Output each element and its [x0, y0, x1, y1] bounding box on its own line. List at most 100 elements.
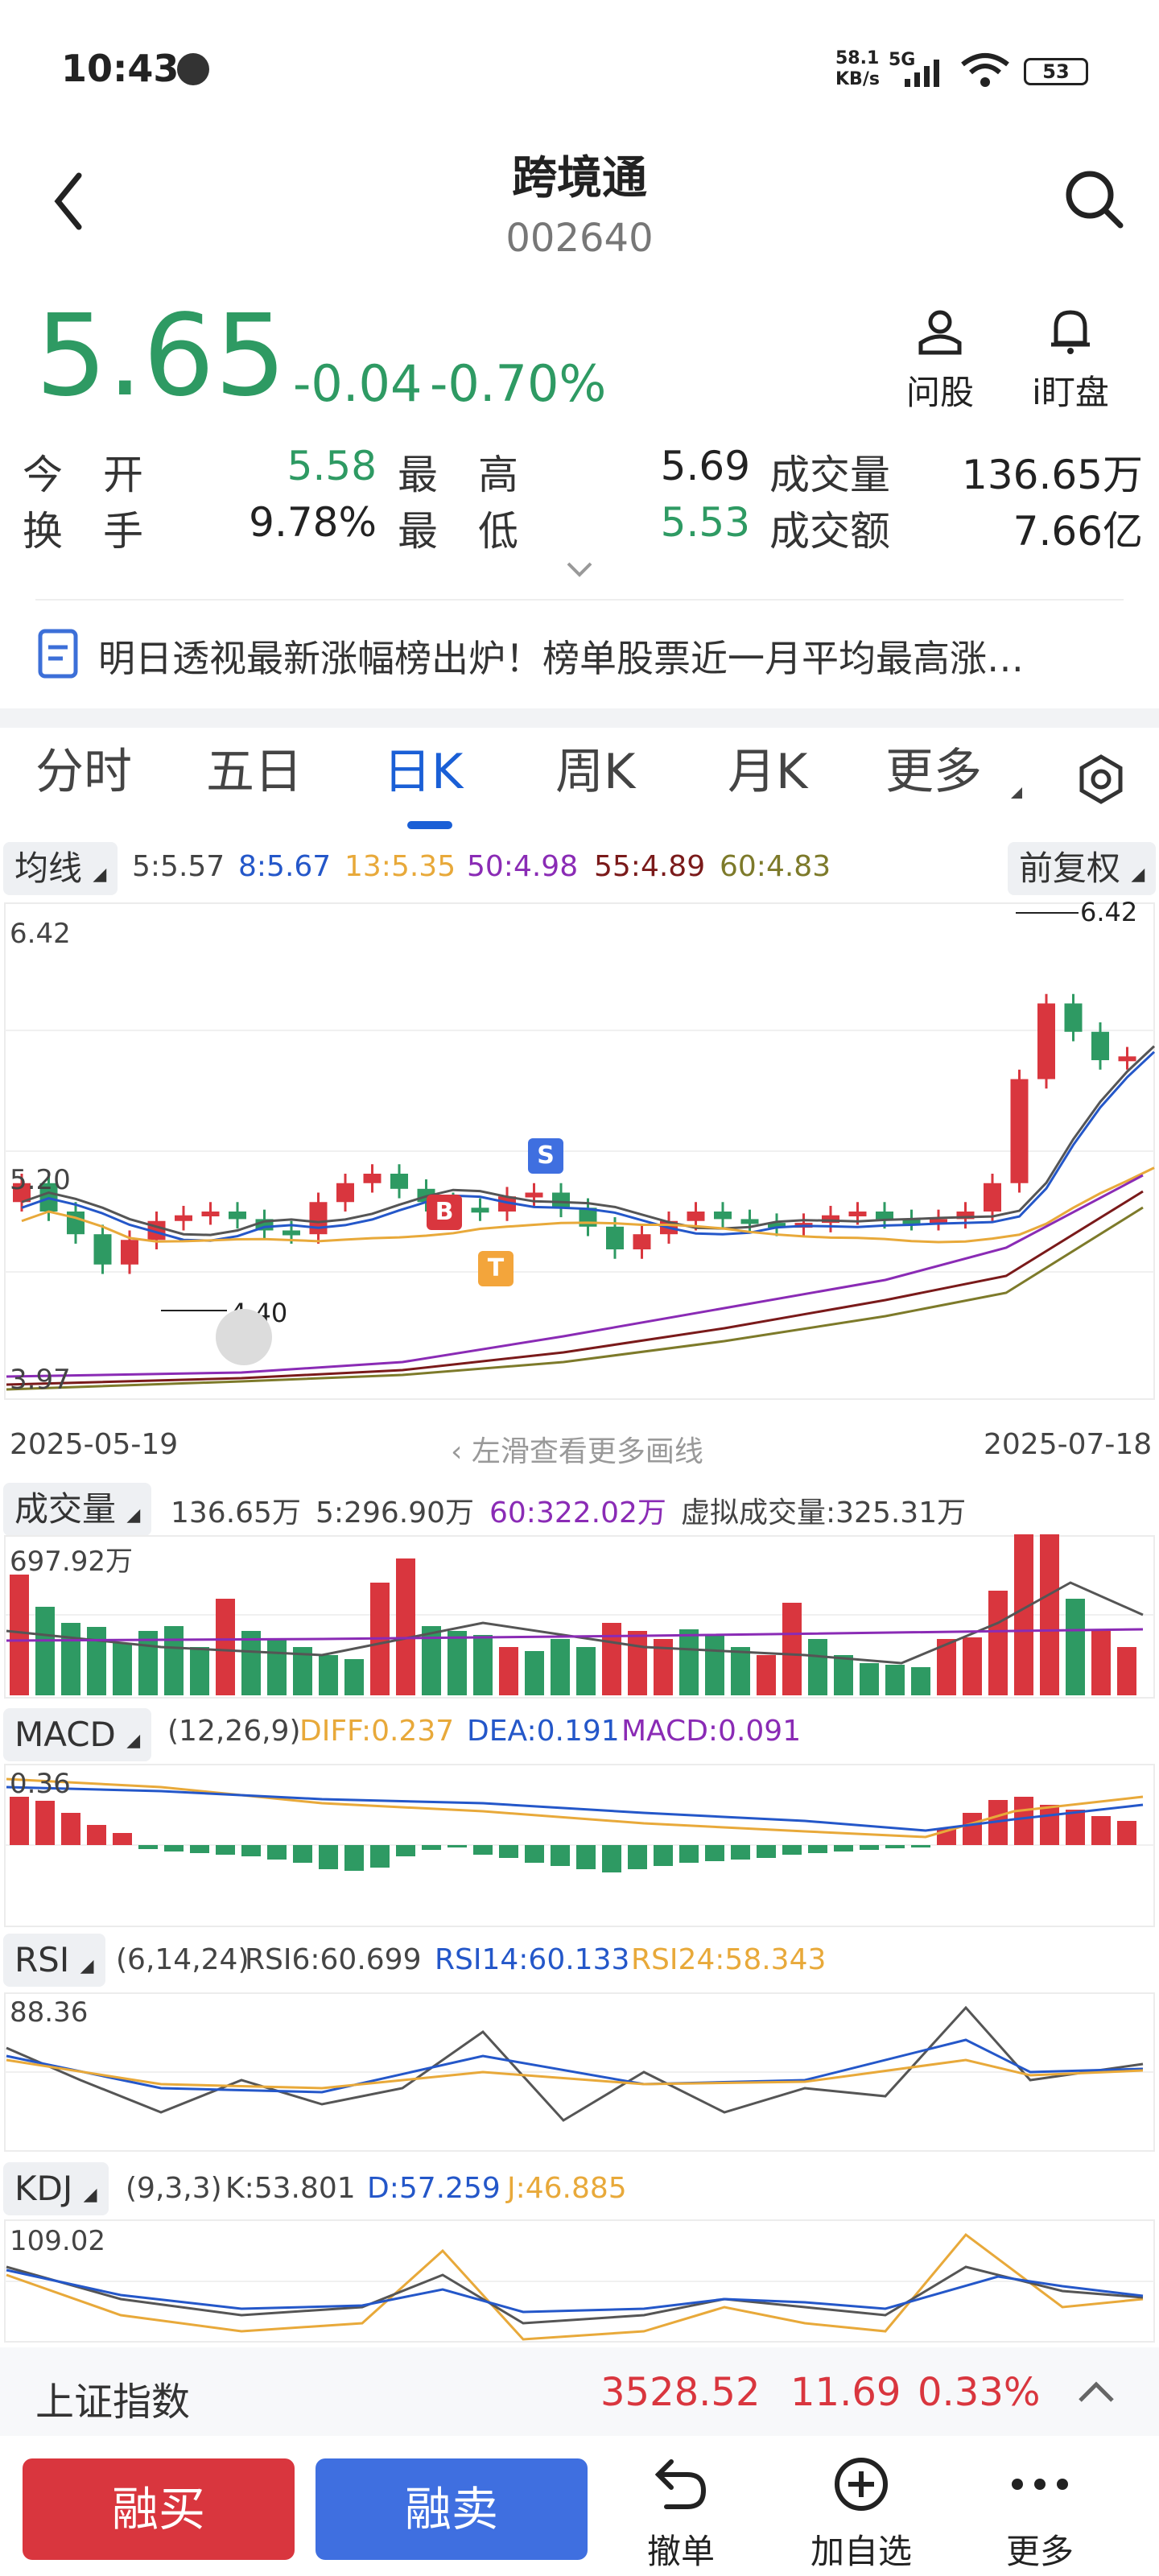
- tab-weekly-k[interactable]: 周K: [555, 744, 636, 800]
- macd-bar: [705, 1845, 724, 1861]
- macd-indicator-button[interactable]: MACD ◢: [3, 1708, 152, 1761]
- volume-bar: [679, 1629, 699, 1695]
- volume-bar: [808, 1639, 827, 1695]
- cancel-order-button[interactable]: 撤单: [625, 2452, 737, 2573]
- candlestick-chart[interactable]: [0, 902, 1159, 1417]
- status-bar: 10:43 58.1 KB/s 5G 53: [0, 0, 1159, 137]
- volume-bar: [885, 1665, 905, 1695]
- candle-body: [93, 1234, 112, 1265]
- rsi-indicator-label: RSI: [14, 1940, 70, 1979]
- candle-body: [848, 1212, 867, 1216]
- volume-bar: [911, 1667, 930, 1695]
- sell-marker-label: S: [537, 1141, 555, 1170]
- ma5-line: [21, 1045, 1156, 1236]
- watch-button[interactable]: i盯盘: [1022, 308, 1119, 412]
- rsi-indicator-button[interactable]: RSI ◢: [3, 1934, 105, 1987]
- macd-bar: [911, 1845, 930, 1847]
- volume-ma5: 5:296.90万: [316, 1496, 474, 1530]
- volume-bar: [860, 1663, 879, 1695]
- more-dots-icon: [1012, 2479, 1068, 2490]
- volume-chart[interactable]: [0, 1534, 1159, 1703]
- kdj-indicator-label: KDJ: [14, 2169, 73, 2208]
- expand-chevron-icon[interactable]: [565, 560, 594, 580]
- draw-tool-icon[interactable]: [216, 1309, 272, 1365]
- volume-bar: [267, 1639, 287, 1695]
- kdj-k: K:53.801: [225, 2172, 356, 2205]
- candle-body: [336, 1183, 354, 1203]
- add-watchlist-button[interactable]: 加自选: [797, 2452, 926, 2573]
- volume-bar: [1091, 1631, 1111, 1695]
- more-button[interactable]: 更多: [984, 2452, 1096, 2573]
- candle-body: [175, 1215, 192, 1221]
- watch-label: i盯盘: [1032, 373, 1109, 412]
- tab-five-day[interactable]: 五日: [206, 744, 303, 800]
- rsi-chart[interactable]: [0, 1992, 1159, 2157]
- volume-bar: [963, 1637, 982, 1695]
- volume-indicator-button[interactable]: 成交量 ◢: [3, 1483, 152, 1536]
- candle-body: [768, 1223, 786, 1228]
- candle-body: [687, 1212, 705, 1221]
- kdj-chart[interactable]: [0, 2219, 1159, 2346]
- cancel-order-label: 撤单: [646, 2532, 715, 2571]
- ma-indicator-button[interactable]: 均线 ◢: [3, 842, 118, 895]
- index-bar[interactable]: 上证指数 3528.52 11.69 0.33%: [0, 2347, 1159, 2436]
- price-change: -0.04: [293, 354, 423, 413]
- stock-code: 002640: [505, 216, 654, 261]
- adjust-button[interactable]: 前复权 ◢: [1008, 842, 1157, 895]
- volume-bar: [473, 1635, 493, 1695]
- macd-bar: [370, 1845, 390, 1868]
- macd-bar: [293, 1845, 312, 1863]
- volume-bar: [113, 1643, 132, 1695]
- candle-body: [229, 1212, 246, 1220]
- volume-bar: [10, 1575, 29, 1695]
- status-time: 10:43: [61, 47, 179, 90]
- signal-icon: [905, 60, 939, 87]
- macd-bar: [10, 1797, 29, 1845]
- macd-bar: [241, 1845, 261, 1856]
- tab-more[interactable]: 更多: [885, 744, 982, 800]
- high-label: 最 高: [398, 452, 518, 498]
- macd-bar: [1040, 1805, 1059, 1845]
- margin-buy-button[interactable]: 融买: [23, 2458, 295, 2560]
- news-headline[interactable]: 明日透视最新涨幅榜出炉！榜单股票近一月平均最高涨…: [98, 637, 1024, 680]
- tab-daily-k[interactable]: 日K: [383, 744, 464, 800]
- undo-icon: [654, 2459, 707, 2509]
- volume-bar: [138, 1631, 158, 1695]
- macd-bar: [1014, 1797, 1033, 1845]
- volume-bar: [731, 1647, 750, 1695]
- back-icon[interactable]: [48, 169, 89, 233]
- macd-bar: [138, 1845, 158, 1849]
- rsi24-line: [6, 2058, 1144, 2090]
- volume-bar: [602, 1623, 621, 1695]
- tab-intraday[interactable]: 分时: [35, 744, 132, 800]
- candle-body: [606, 1226, 624, 1249]
- macd-diff: DIFF:0.237: [299, 1715, 455, 1748]
- ask-label: 问股: [905, 373, 974, 412]
- volume-bar: [216, 1599, 235, 1695]
- ask-button[interactable]: 问股: [898, 308, 982, 412]
- macd-chart[interactable]: [0, 1763, 1159, 1932]
- settings-icon[interactable]: [1075, 753, 1127, 805]
- divider: [35, 599, 1124, 601]
- volume-frame: [4, 1535, 1155, 1699]
- macd-bar: [190, 1845, 209, 1853]
- rsi-params: (6,14,24): [116, 1943, 250, 1976]
- volume-bar: [988, 1591, 1008, 1695]
- margin-sell-button[interactable]: 融卖: [316, 2458, 588, 2560]
- volume-bar: [1040, 1534, 1059, 1695]
- ma50-line: [6, 1174, 1144, 1378]
- rsi6: RSI6:60.699: [245, 1943, 422, 1976]
- high-value: 5.69: [660, 443, 750, 489]
- search-icon[interactable]: [1064, 169, 1125, 230]
- volume-bar: [1066, 1599, 1085, 1695]
- person-icon: [918, 310, 962, 355]
- volume-bar: [782, 1603, 802, 1695]
- candle-body: [471, 1208, 489, 1213]
- volume-bar: [499, 1647, 518, 1695]
- candle-body: [390, 1174, 408, 1189]
- tab-monthly-k[interactable]: 月K: [728, 744, 808, 800]
- volume-bar: [319, 1655, 338, 1695]
- volume-virtual: 虚拟成交量:325.31万: [681, 1496, 967, 1530]
- kdj-indicator-button[interactable]: KDJ ◢: [3, 2162, 109, 2215]
- volume-bar: [344, 1659, 364, 1695]
